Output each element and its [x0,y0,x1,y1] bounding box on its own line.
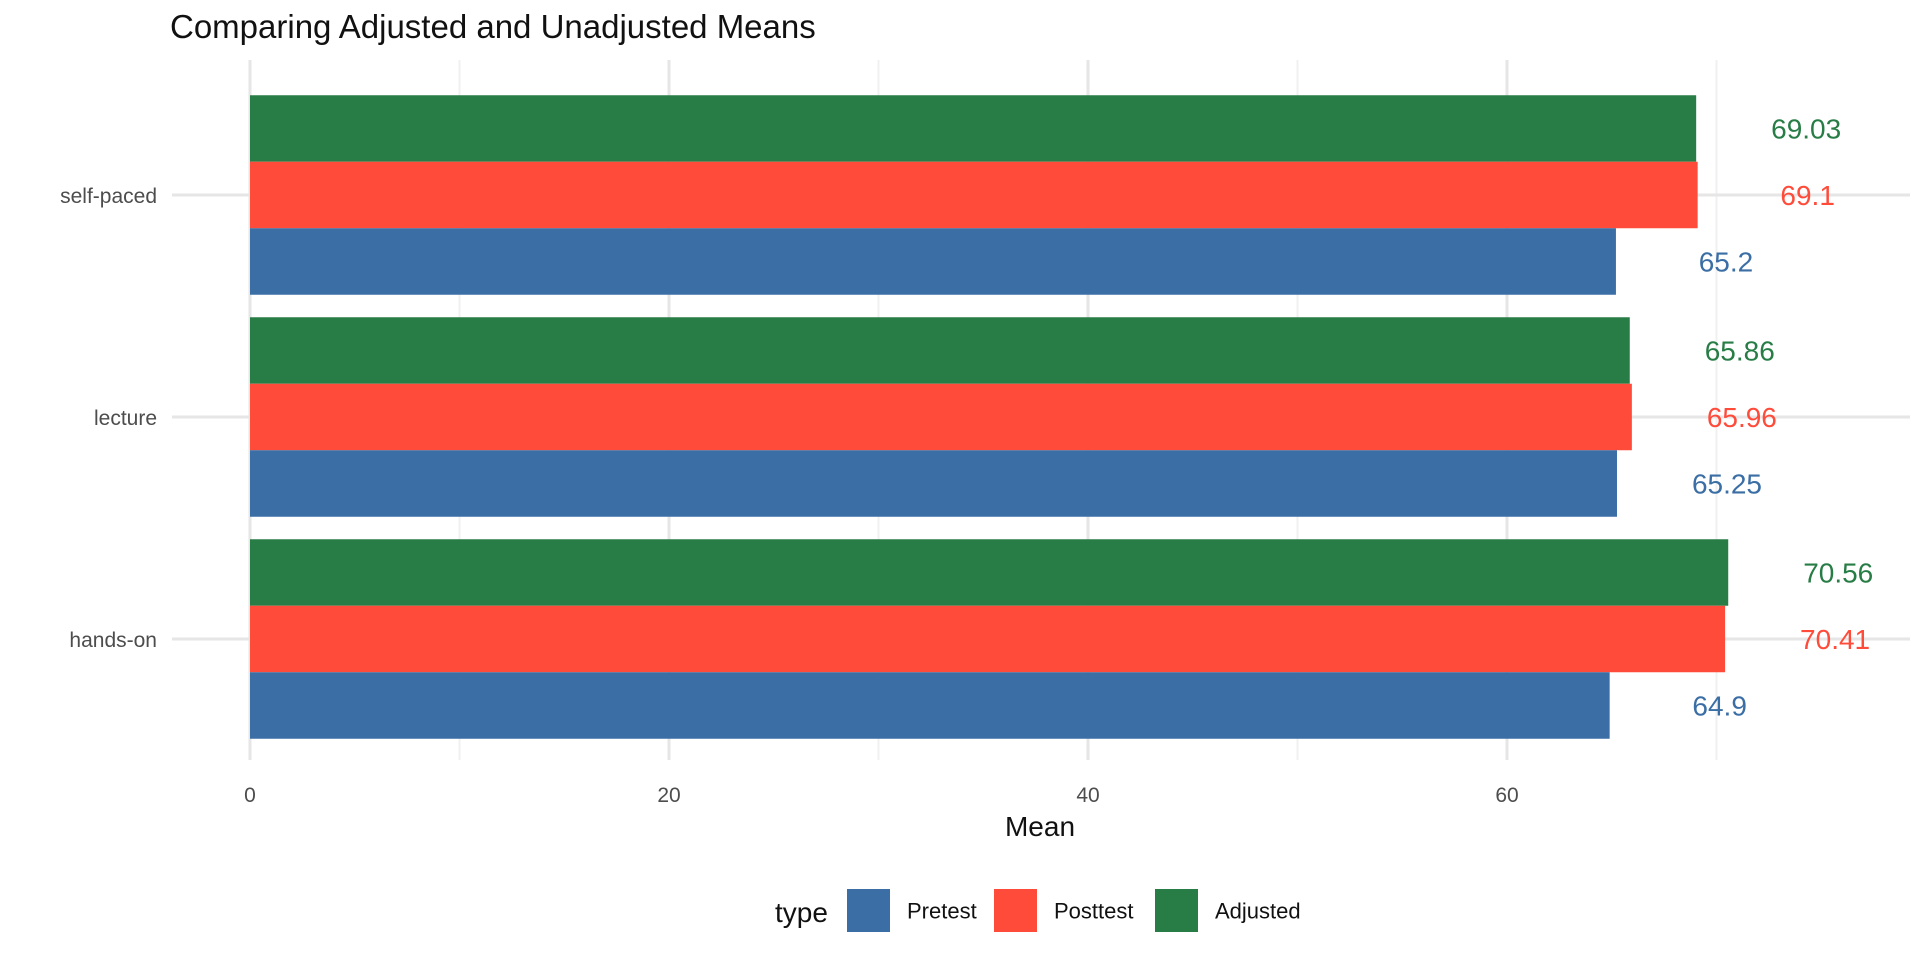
x-tick-label: 40 [1076,784,1099,807]
legend-label-posttest: Posttest [1054,899,1133,924]
legend-label-adjusted: Adjusted [1215,899,1301,924]
y-tick-label-self-paced: self-paced [60,185,157,208]
legend-key-adjusted [1155,889,1198,932]
bar-posttest-self-paced [250,161,1698,229]
legend: type Pretest Posttest Adjusted [775,889,1301,932]
bars [250,95,1729,739]
bar-posttest-hands-on [250,605,1726,673]
data-label-posttest-lecture: 65.96 [1707,402,1777,433]
legend-title: type [775,897,828,928]
x-tick-label: 0 [244,784,256,807]
legend-key-posttest [994,889,1037,932]
data-label-adjusted-hands-on: 70.56 [1803,558,1873,589]
x-axis-label: Mean [1005,811,1075,842]
bar-adjusted-self-paced [250,95,1697,162]
axes: hands-on lecture self-paced 0 20 40 60 [60,185,1519,807]
legend-key-pretest [847,889,890,932]
bar-pretest-hands-on [250,672,1610,739]
data-label-pretest-lecture: 65.25 [1692,469,1762,500]
chart-title: Comparing Adjusted and Unadjusted Means [170,8,816,45]
bar-posttest-lecture [250,383,1632,451]
data-label-adjusted-lecture: 65.86 [1705,336,1775,367]
data-labels: 70.56 70.41 64.9 65.86 65.96 65.25 69.03 69.1 65… [1692,114,1873,722]
data-label-pretest-hands-on: 64.9 [1692,691,1747,722]
y-tick-label-lecture: lecture [94,407,157,430]
legend-label-pretest: Pretest [907,899,977,924]
data-label-posttest-self-paced: 69.1 [1780,180,1835,211]
y-tick-label-hands-on: hands-on [69,629,157,652]
data-label-adjusted-self-paced: 69.03 [1771,114,1841,145]
data-label-posttest-hands-on: 70.41 [1800,624,1870,655]
x-tick-label: 20 [657,784,680,807]
data-label-pretest-self-paced: 65.2 [1699,247,1754,278]
x-tick-label: 60 [1495,784,1518,807]
bar-pretest-lecture [250,450,1617,517]
bar-adjusted-hands-on [250,539,1729,606]
bar-adjusted-lecture [250,317,1630,384]
bar-pretest-self-paced [250,228,1616,295]
